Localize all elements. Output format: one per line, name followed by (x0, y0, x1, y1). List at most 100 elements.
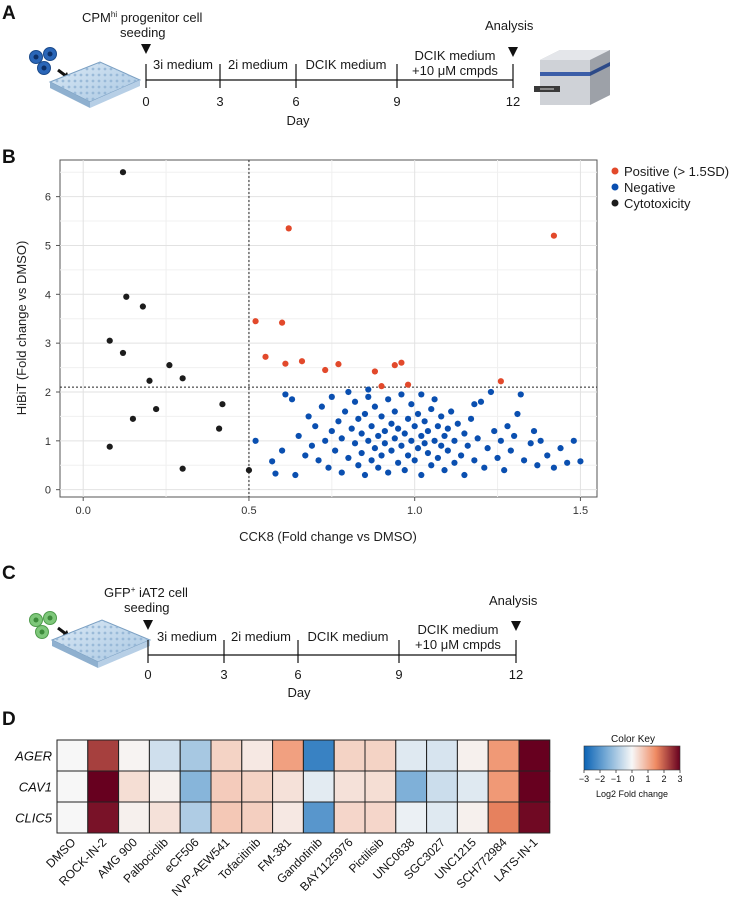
legend-cytotoxicity-label: Cytotoxicity (624, 196, 691, 211)
scatter-point-negative (501, 467, 508, 474)
panel-a-day-9: 9 (393, 94, 400, 109)
heatmap-cell (241, 739, 274, 772)
heatmap-cell (395, 739, 428, 772)
scatter-point-negative (497, 437, 504, 444)
heatmap-cell (87, 739, 120, 772)
scatter-point-positive (404, 381, 412, 388)
x-tick-label: 0.0 (76, 505, 91, 517)
scatter-point-negative (534, 462, 541, 469)
scatter-point-negative (451, 437, 458, 444)
scatter-point-negative (351, 440, 359, 447)
scatter-point-negative (401, 467, 408, 474)
scatter-point-negative (418, 391, 425, 398)
scatter-point-negative (550, 464, 558, 471)
panel-a-day-6: 6 (292, 94, 299, 109)
scatter-point-negative (365, 393, 372, 400)
scatter-point-negative (338, 435, 345, 442)
panel-c-day-6: 6 (294, 667, 301, 682)
heatmap-cell (487, 770, 520, 803)
scatter-point-negative (441, 467, 448, 474)
scatter-point-negative (421, 440, 428, 447)
heatmap-cell (179, 801, 212, 834)
panel-a-stage-4: DCIK medium (415, 48, 496, 63)
panel-a-end-marker (508, 47, 518, 57)
scatter-point-negative (345, 388, 352, 396)
heatmap-cell (456, 801, 489, 834)
scatter-point-cytotoxicity (219, 401, 226, 408)
scatter-point-positive (378, 383, 385, 390)
x-tick-label: 0.5 (241, 505, 256, 517)
scatter-point-negative (368, 423, 375, 430)
scatter-gridlines (60, 160, 597, 497)
heatmap-cell (333, 801, 366, 834)
scatter-point-negative (398, 442, 405, 449)
gfp-cell-plate-illustration (29, 611, 152, 668)
panel-c-day-axis-label: Day (287, 685, 311, 700)
heatmap-cell (518, 801, 551, 834)
panel-a-analysis-label: Analysis (485, 18, 534, 33)
color-key-tick-label: 1 (645, 774, 650, 784)
scatter-point-negative (434, 454, 441, 462)
scatter-point-negative (438, 413, 445, 420)
color-key-ticks: −3 −2 −1 0 1 2 3 (579, 770, 683, 784)
scatter-point-negative (444, 447, 451, 454)
scatter-point-negative (375, 464, 382, 471)
scatter-point-cytotoxicity (146, 377, 153, 384)
scatter-point-cytotoxicity (245, 467, 253, 474)
scatter-point-negative (385, 469, 392, 476)
heatmap-cell (518, 739, 551, 772)
heatmap-cell (426, 739, 458, 772)
cell-plate-illustration (29, 47, 142, 108)
scatter-point-negative (514, 410, 521, 418)
scatter-point-negative (438, 442, 445, 449)
scatter-point-negative (308, 442, 316, 449)
legend-positive-label: Positive (> 1.5SD) (624, 164, 729, 179)
heatmap-cell (179, 739, 212, 772)
scatter-point-negative (365, 437, 372, 444)
panel-a-seeding-line2: seeding (120, 25, 166, 40)
scatter-point-negative (441, 432, 448, 440)
scatter-point-negative (355, 415, 362, 422)
scatter-point-cytotoxicity (119, 169, 127, 176)
scatter-point-negative (292, 471, 299, 479)
heatmap-cell (118, 739, 150, 772)
scatter-point-negative (358, 430, 365, 437)
scatter-point-negative (361, 410, 369, 418)
scatter-point-negative (461, 471, 468, 479)
heatmap-cell (118, 801, 150, 834)
scatter-point-negative (278, 447, 286, 454)
scatter-point-positive (322, 366, 329, 374)
heatmap-cell (272, 739, 304, 772)
panel-d-letter: D (2, 709, 16, 730)
scatter-point-negative (335, 418, 342, 425)
scatter-point-negative (295, 432, 302, 440)
scatter-point-negative (355, 462, 362, 469)
scatter-point-negative (448, 408, 455, 415)
legend-cytotoxicity-marker (611, 199, 619, 207)
panel-a-stage-3: DCIK medium (306, 57, 387, 72)
scatter-point-negative (408, 401, 415, 408)
scatter-point-negative (424, 427, 432, 435)
heatmap-cell (456, 739, 489, 772)
heatmap-cell (87, 801, 120, 834)
scatter-point-negative (428, 405, 435, 413)
scatter-point-negative (461, 430, 468, 437)
heatmap-cell (56, 770, 89, 803)
heatmap-cell (210, 739, 243, 772)
scatter-point-negative (471, 401, 478, 408)
scatter-point-negative (401, 430, 408, 437)
scatter-point-negative (421, 418, 428, 425)
scatter-point-positive (371, 368, 379, 375)
scatter-point-negative (530, 427, 538, 435)
scatter-point-cytotoxicity (123, 293, 130, 300)
scatter-point-negative (252, 437, 259, 444)
scatter-point-negative (511, 432, 518, 440)
scatter-point-negative (418, 471, 425, 479)
heatmap-cell (272, 770, 304, 803)
scatter-point-negative (570, 437, 577, 444)
scatter-point-negative (431, 437, 438, 444)
scatter-point-negative (414, 410, 422, 418)
scatter-point-negative (381, 427, 388, 435)
scatter-point-cytotoxicity (153, 405, 160, 413)
